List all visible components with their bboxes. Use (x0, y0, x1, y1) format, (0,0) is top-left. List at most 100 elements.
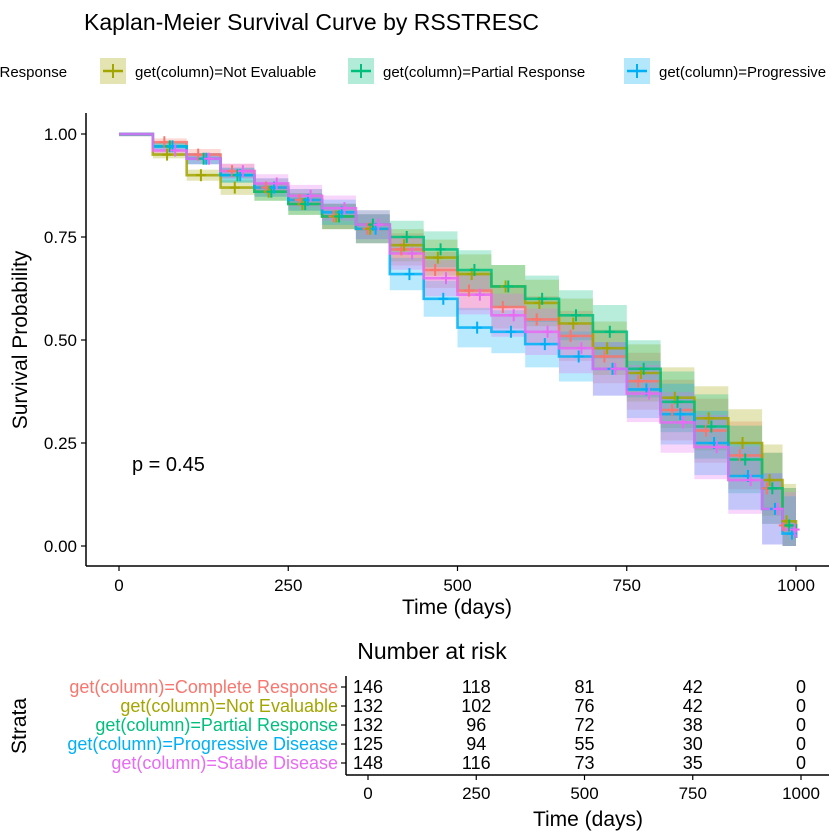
censor-mark (604, 325, 615, 338)
censor-mark (464, 284, 475, 297)
survival-curves (119, 132, 798, 538)
risk-count: 0 (796, 734, 806, 754)
risk-row-label: get(column)=Stable Disease (111, 753, 338, 773)
risk-count: 0 (796, 696, 806, 716)
risk-count: 55 (574, 734, 594, 754)
risk-count: 116 (462, 753, 491, 773)
censor-mark (576, 342, 587, 355)
censor-mark (193, 148, 204, 161)
censor-mark (432, 251, 443, 264)
risk-count: 30 (683, 734, 703, 754)
risk-count: 0 (796, 753, 806, 773)
legend-label: e Response (0, 64, 67, 81)
censor-mark (162, 148, 173, 161)
p-value-annotation: p = 0.45 (132, 454, 205, 476)
legend: e Response get(column)=Not Evaluable get(c… (0, 58, 826, 84)
risk-count: 81 (574, 677, 594, 697)
censor-mark (373, 218, 384, 231)
censor-mark (227, 165, 238, 178)
censor-mark (542, 325, 553, 338)
risk-count: 76 (574, 696, 594, 716)
censor-mark (667, 404, 678, 417)
risk-count: 148 (353, 753, 383, 773)
censor-mark (271, 177, 282, 190)
censor-mark (570, 309, 581, 322)
risk-table: get(column)=Complete Response 146 118 81 42 0… (67, 676, 829, 803)
ci-band-get-column-progressive-disease (119, 134, 796, 546)
legend-label: get(column)=Progressive (659, 64, 826, 81)
censor-mark (789, 523, 800, 536)
censor-mark (438, 292, 449, 305)
censor-mark (644, 387, 655, 400)
censor-mark (159, 136, 170, 149)
censor-mark (508, 309, 519, 322)
risk-x-tick-label: 500 (570, 784, 598, 803)
risk-count: 35 (683, 753, 703, 773)
legend-item-get-column-partial-response: get(column)=Partial Response (348, 58, 585, 84)
x-tick-label: 250 (274, 576, 302, 595)
x-tick-label: 750 (613, 576, 641, 595)
censor-mark (497, 301, 508, 314)
legend-label: get(column)=Partial Response (383, 64, 585, 81)
y-tick-label: 0.25 (44, 434, 77, 453)
censor-mark (633, 375, 644, 388)
censor-mark (469, 263, 480, 276)
y-tick-label: 1.00 (44, 125, 77, 144)
censor-mark (703, 412, 714, 425)
risk-table-x-title: Time (days) (533, 808, 643, 831)
censor-mark (204, 152, 215, 165)
censor-mark (440, 272, 451, 285)
risk-row-label: get(column)=Not Evaluable (120, 696, 338, 716)
risk-count: 38 (683, 715, 703, 735)
censor-mark (745, 474, 756, 487)
censor-mark (195, 169, 206, 182)
y-tick-label: 0.75 (44, 228, 77, 247)
censor-mark (531, 313, 542, 326)
censor-mark (602, 342, 613, 355)
censor-mark (430, 263, 441, 276)
risk-x-tick-label: 750 (679, 784, 707, 803)
risk-count: 0 (796, 677, 806, 697)
risk-count: 42 (683, 677, 703, 697)
risk-x-tick-label: 1000 (782, 784, 820, 803)
risk-count: 73 (574, 753, 594, 773)
censor-mark (568, 317, 579, 330)
risk-x-tick-label: 250 (462, 784, 490, 803)
x-tick-label: 0 (114, 576, 123, 595)
censor-mark (711, 441, 722, 454)
legend-item-get-column-not-evaluable: get(column)=Not Evaluable (100, 58, 316, 84)
risk-count: 94 (466, 734, 486, 754)
censor-mark (599, 350, 610, 363)
censor-mark (399, 239, 410, 252)
censor-mark (435, 243, 446, 256)
censor-marks (159, 136, 800, 540)
censor-mark (672, 395, 683, 408)
y-tick-label: 0.00 (44, 537, 77, 556)
risk-row-label: get(column)=Progressive Disease (67, 734, 338, 754)
risk-table-y-title: Strata (8, 698, 31, 754)
censor-mark (700, 424, 711, 437)
censor-mark (474, 288, 485, 301)
risk-row-label: get(column)=Partial Response (95, 715, 338, 735)
censor-mark (772, 502, 783, 515)
censor-mark (677, 416, 688, 429)
risk-count: 125 (353, 734, 383, 754)
censor-mark (740, 453, 751, 466)
censor-mark (734, 449, 745, 462)
censor-mark (339, 202, 350, 215)
censor-mark (505, 325, 516, 338)
y-axis-title: Survival Probability (9, 250, 32, 429)
risk-count: 42 (683, 696, 703, 716)
censor-mark (675, 408, 686, 421)
censor-mark (170, 144, 181, 157)
risk-count: 132 (353, 715, 383, 735)
censor-mark (503, 280, 514, 293)
censor-mark (305, 189, 316, 202)
censor-mark (784, 519, 795, 532)
censor-mark (229, 181, 240, 194)
plot-axes: 0.00 0.25 0.50 0.75 1.00 0 250 500 750 1000 (44, 113, 829, 595)
x-tick-label: 500 (443, 576, 471, 595)
x-axis-title: Time (days) (402, 596, 512, 619)
risk-count: 118 (462, 677, 491, 697)
risk-x-tick-label: 0 (363, 784, 372, 803)
